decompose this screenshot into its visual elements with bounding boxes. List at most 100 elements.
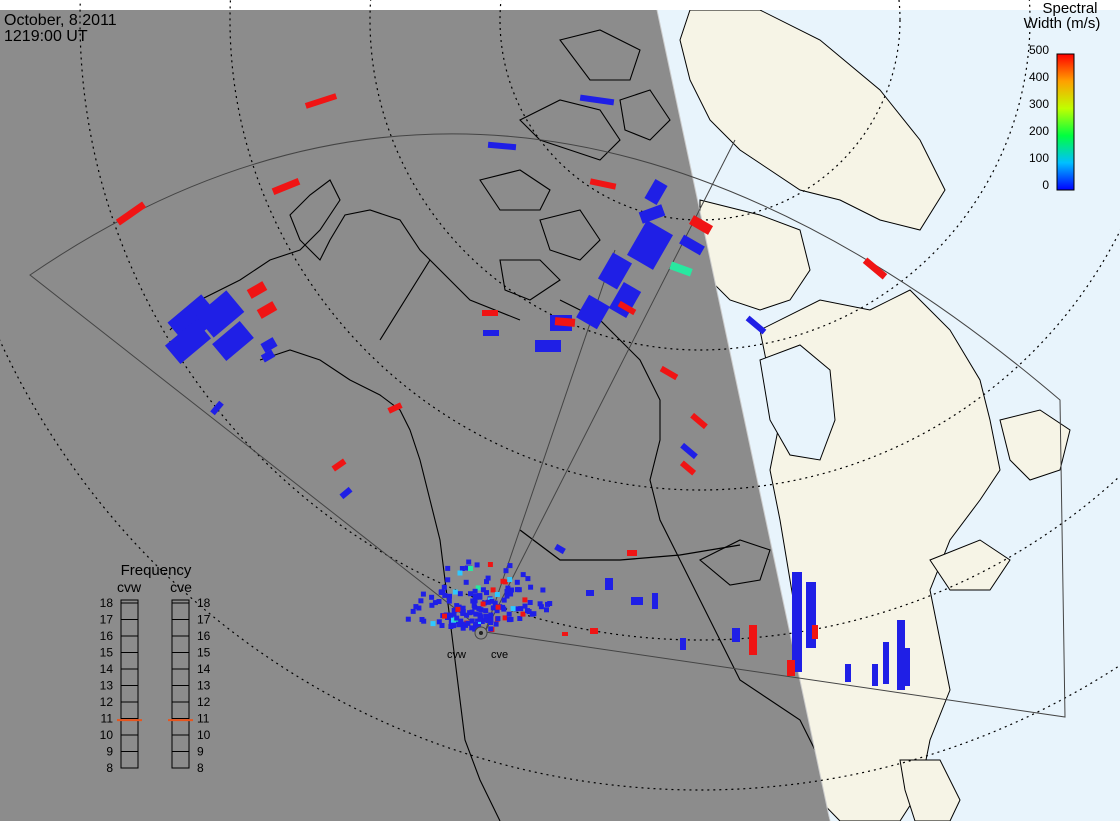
echo-bin: [531, 611, 537, 617]
echo-bin: [473, 622, 478, 627]
echo-bin: [455, 606, 461, 612]
colorbar-title-line1: Spectral: [1042, 0, 1097, 17]
echo-bin: [468, 566, 473, 571]
echo-bin: [749, 625, 757, 655]
echo-bin: [413, 604, 419, 610]
echo-bin: [387, 402, 403, 414]
echo-bin: [487, 562, 493, 567]
echo-bin: [787, 660, 795, 676]
echo-bin: [586, 590, 594, 596]
colorbar-tick-label: 500: [1029, 43, 1049, 57]
echo-bin: [494, 592, 500, 597]
echo-bin: [590, 628, 598, 634]
echo-bin: [520, 611, 526, 617]
night-coastlines: [169, 29, 830, 821]
echo-bin: [446, 598, 452, 604]
echo-bin: [436, 599, 442, 604]
frequency-tick-left: 14: [100, 662, 114, 676]
echo-bin: [508, 591, 514, 597]
echo-bin: [513, 606, 519, 612]
echo-bin: [517, 616, 523, 621]
echo-bin: [463, 579, 469, 585]
echo-bin: [597, 252, 633, 290]
echo-bin: [410, 608, 416, 614]
echo-bin: [500, 578, 506, 584]
frequency-ticks: 18 18 17 17 16 16 15 15 14 14 13 13 12 12 11 11 10 10 9 9 8 8: [100, 596, 211, 775]
echo-bin: [439, 623, 445, 628]
colorbar-tick-label: 400: [1029, 70, 1049, 84]
echo-bin: [482, 310, 498, 316]
echo-bin: [488, 620, 493, 625]
frequency-tick-right: 8: [197, 761, 204, 775]
echo-bin: [451, 608, 457, 613]
echo-bin: [483, 330, 499, 336]
echo-bin: [452, 589, 458, 595]
echo-bin: [669, 261, 693, 277]
frequency-tick-left: 16: [100, 629, 114, 643]
echo-bin: [476, 606, 482, 612]
echo-bin: [644, 178, 668, 206]
echo-bin: [304, 93, 338, 109]
echo-bin: [732, 628, 740, 642]
frequency-tick-left: 12: [100, 695, 114, 709]
echo-bin: [480, 601, 486, 607]
echo-bin: [445, 565, 451, 571]
echo-bin: [488, 612, 494, 618]
echo-bin: [418, 598, 424, 604]
echo-bin: [339, 486, 353, 500]
day-land: [679, 10, 1071, 821]
echo-bin: [554, 543, 566, 555]
radar-site-dot: [479, 631, 483, 635]
echo-bin: [448, 624, 454, 629]
echo-bin: [485, 575, 491, 581]
colorbar-title-line2: Width (m/s): [1024, 15, 1101, 32]
frequency-tick-left: 10: [100, 728, 114, 742]
echo-bin: [475, 618, 481, 624]
echo-bin: [690, 412, 708, 430]
colorbar-tick-label: 0: [1042, 178, 1049, 192]
frequency-tick-right: 13: [197, 679, 211, 693]
echo-bin: [460, 605, 466, 611]
frequency-title: Frequency: [121, 562, 192, 579]
echo-bin: [458, 618, 464, 624]
echo-bin: [457, 591, 463, 597]
echo-bin: [472, 588, 478, 594]
echo-bin: [493, 621, 499, 627]
echo-bin: [456, 622, 462, 628]
echo-bin: [504, 593, 510, 599]
echo-bins: [115, 93, 910, 690]
echo-bin: [608, 282, 642, 318]
echo-bin: [164, 319, 212, 365]
echo-bin: [246, 281, 268, 299]
echo-bin: [502, 615, 508, 621]
echo-bin: [477, 612, 483, 618]
echo-bin: [520, 572, 526, 578]
frequency-tick-left: 15: [100, 646, 114, 660]
echo-bin: [473, 625, 479, 631]
echo-bin: [897, 620, 905, 690]
echo-bin: [260, 337, 278, 353]
echo-bin: [115, 201, 147, 226]
echo-bin: [872, 664, 878, 686]
echo-bin: [528, 584, 534, 590]
frequency-tick-right: 14: [197, 662, 211, 676]
echo-bin: [260, 349, 276, 363]
echo-bin: [405, 616, 411, 622]
echo-bin: [510, 606, 516, 612]
echo-bin: [638, 204, 666, 224]
frequency-panel: Frequency cvw cve 18 18 17 17 16 16 15 15 14 14 13…: [100, 562, 211, 775]
echo-bin: [688, 215, 714, 235]
frequency-tick-left: 8: [106, 761, 113, 775]
echo-bin: [473, 611, 479, 617]
latitude-circles: [0, 0, 1120, 791]
echo-bin: [432, 600, 438, 606]
echo-bin: [538, 604, 544, 610]
echo-bin: [495, 604, 501, 610]
echo-bin: [792, 572, 802, 672]
echo-bin: [460, 621, 466, 627]
echo-bin: [492, 600, 498, 606]
echo-bin: [631, 597, 643, 605]
echo-bin: [504, 589, 510, 594]
echo-bin: [545, 601, 550, 607]
